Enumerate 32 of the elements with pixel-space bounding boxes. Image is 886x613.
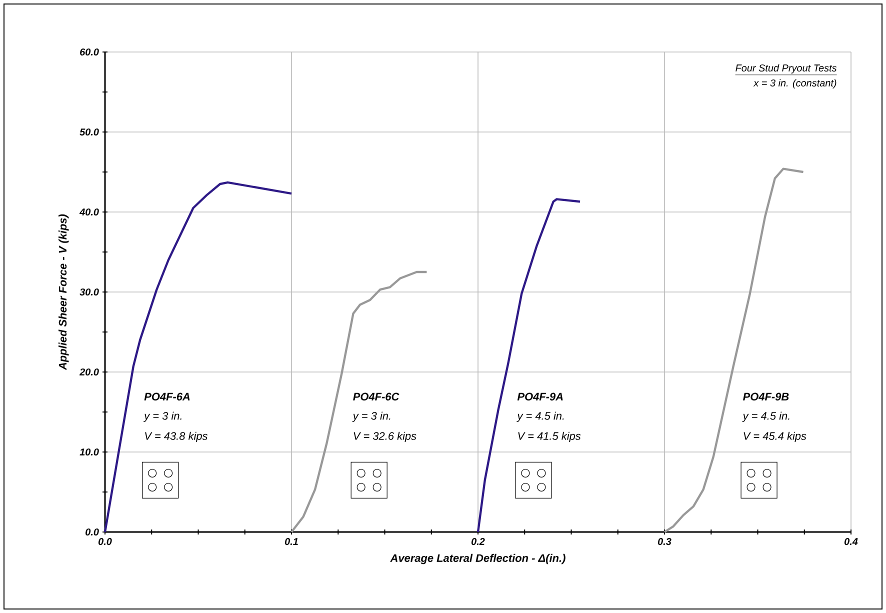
x-tick-label: 0.0 xyxy=(98,538,112,546)
annotation: x = 3 in. (constant) xyxy=(753,79,836,88)
annotation: V = 32.6 kips xyxy=(354,432,416,442)
line-series xyxy=(104,181,293,534)
annotation: y = 4.5 in. xyxy=(516,412,564,422)
annotation: y = 3 in. xyxy=(352,412,390,422)
y-tick-label: 60.0 xyxy=(80,48,99,56)
annotation: Four Stud Pryout Tests xyxy=(736,64,837,74)
y-tick-label: 20.0 xyxy=(79,368,99,376)
y-tick-label: 10.0 xyxy=(80,448,99,456)
y-axis-title: Applied Sheer Force - V (kips) xyxy=(58,214,69,370)
line-series xyxy=(290,270,428,534)
x-tick-label: 0.4 xyxy=(844,538,858,546)
y-tick-label: 30.0 xyxy=(80,288,99,296)
series-label: PO4F-6C xyxy=(353,392,400,401)
x-axis-title: Average Lateral Deflection - Δ(in.) xyxy=(390,554,566,564)
y-tick-label: 40.0 xyxy=(79,208,99,216)
line-series xyxy=(663,168,804,534)
series-label: PO4F-6A xyxy=(144,392,190,401)
series-label: PO4F-9A xyxy=(517,392,563,401)
annotation: y = 3 in. xyxy=(143,412,182,422)
y-tick-label: 0.0 xyxy=(86,528,99,536)
x-tick-label: 0.2 xyxy=(471,538,485,546)
annotation: y = 4.5 in. xyxy=(742,412,790,422)
annotation: V = 43.8 kips xyxy=(145,432,208,442)
y-tick-label: 50.0 xyxy=(80,128,99,136)
annotation: V = 41.5 kips xyxy=(518,432,581,442)
line-series xyxy=(476,198,582,534)
x-tick-label: 0.3 xyxy=(658,538,672,546)
x-tick-label: 0.1 xyxy=(284,538,298,546)
series-label: PO4F-9B xyxy=(743,392,789,401)
annotation: V = 45.4 kips xyxy=(744,432,806,442)
